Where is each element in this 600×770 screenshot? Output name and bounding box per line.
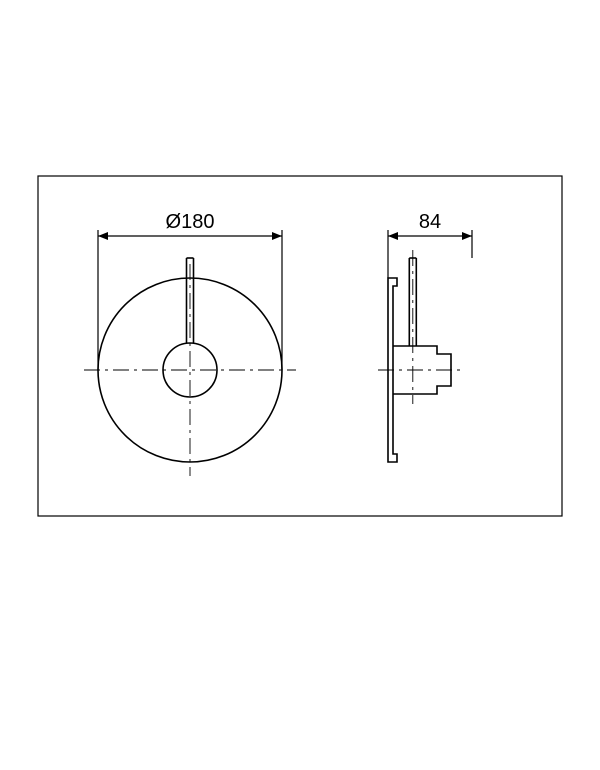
technical-drawing-svg: Ø180 84 [0, 0, 600, 770]
dimension-label-diameter: Ø180 [166, 211, 215, 233]
side-view: 84 [378, 211, 472, 404]
drawing-canvas: Ø180 84 [0, 0, 600, 770]
front-view: Ø180 [84, 211, 296, 476]
dimension-label-depth: 84 [419, 211, 441, 233]
drawing-frame [38, 176, 562, 516]
